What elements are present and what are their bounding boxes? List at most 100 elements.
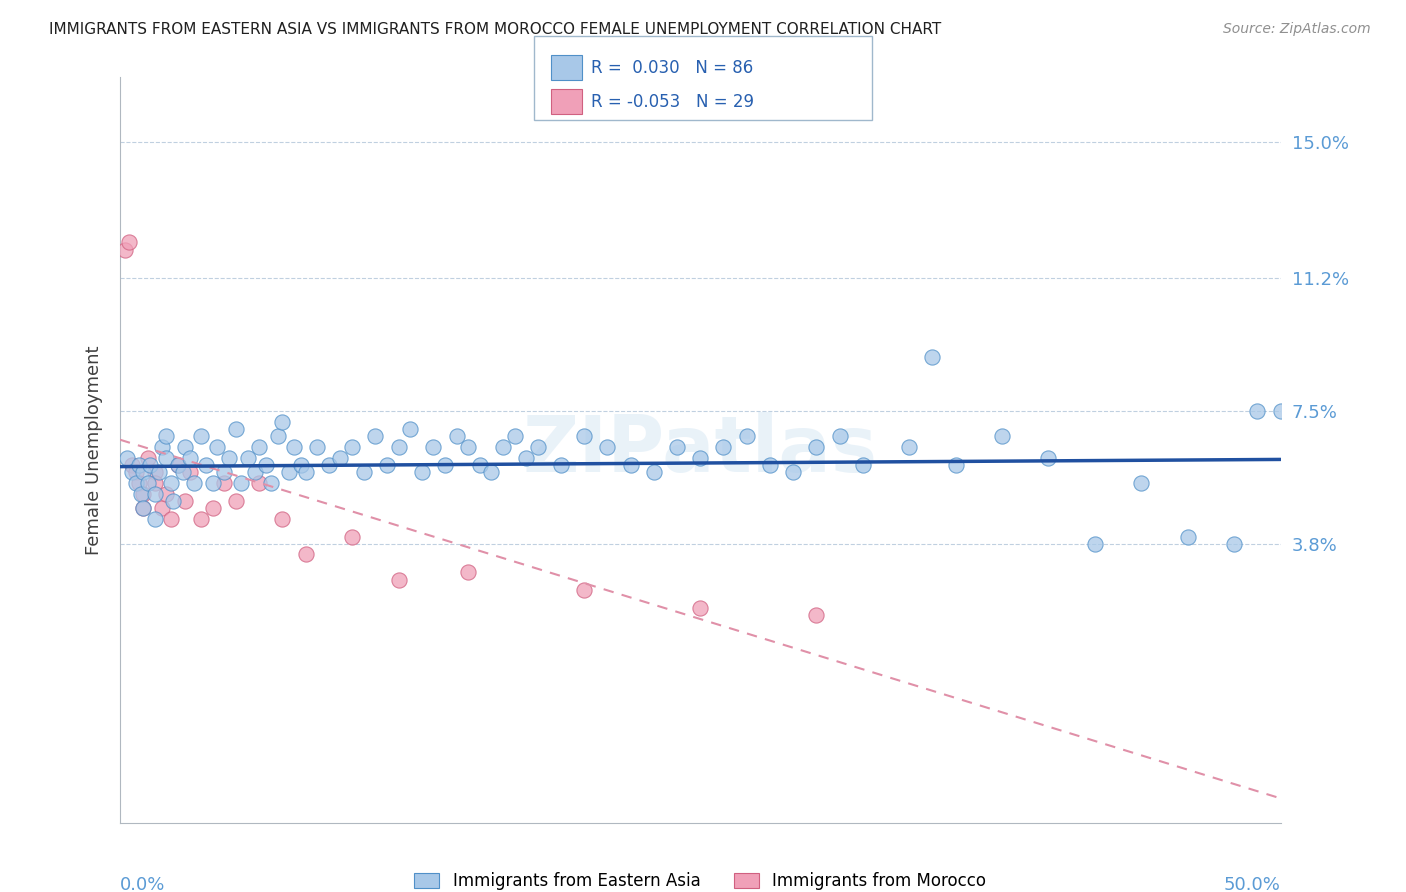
Point xyxy=(318,458,340,472)
Point xyxy=(260,475,283,490)
Point xyxy=(125,475,148,490)
Point xyxy=(143,465,166,479)
Point xyxy=(201,500,224,515)
Point xyxy=(550,458,572,472)
Point xyxy=(190,429,212,443)
Point xyxy=(1223,537,1246,551)
Point xyxy=(143,475,166,490)
Point xyxy=(121,465,143,479)
Point xyxy=(921,350,943,364)
Point xyxy=(468,458,491,472)
Point xyxy=(247,475,270,490)
Point xyxy=(596,440,619,454)
Point xyxy=(340,530,363,544)
Point xyxy=(353,465,375,479)
Point xyxy=(271,511,294,525)
Point xyxy=(143,511,166,525)
Point xyxy=(174,440,197,454)
Text: R = -0.053   N = 29: R = -0.053 N = 29 xyxy=(591,93,754,111)
Point xyxy=(129,486,152,500)
Point xyxy=(143,486,166,500)
Point xyxy=(422,440,444,454)
Point xyxy=(526,440,548,454)
Point xyxy=(898,440,921,454)
Point xyxy=(179,450,201,465)
Point xyxy=(207,440,229,454)
Y-axis label: Female Unemployment: Female Unemployment xyxy=(86,346,103,555)
Text: 50.0%: 50.0% xyxy=(1223,876,1281,892)
Point xyxy=(689,601,711,615)
Point xyxy=(132,500,155,515)
Point xyxy=(1038,450,1060,465)
Point xyxy=(167,458,190,472)
Point xyxy=(167,458,190,472)
Point xyxy=(446,429,468,443)
Point xyxy=(735,429,758,443)
Point xyxy=(643,465,665,479)
Point xyxy=(294,548,316,562)
Point xyxy=(290,458,312,472)
Point xyxy=(243,465,266,479)
Point xyxy=(225,422,247,436)
Point xyxy=(155,486,177,500)
Point xyxy=(375,458,398,472)
Point xyxy=(991,429,1014,443)
Point xyxy=(294,465,316,479)
Point xyxy=(150,500,173,515)
Point xyxy=(214,475,236,490)
Point xyxy=(132,500,155,515)
Point xyxy=(329,450,352,465)
Point xyxy=(115,450,138,465)
Text: R =  0.030   N = 86: R = 0.030 N = 86 xyxy=(591,59,752,77)
Point xyxy=(114,243,136,257)
Point xyxy=(479,465,502,479)
Legend: Immigrants from Eastern Asia, Immigrants from Morocco: Immigrants from Eastern Asia, Immigrants… xyxy=(415,871,986,889)
Point xyxy=(160,511,183,525)
Point xyxy=(574,583,596,598)
Point xyxy=(666,440,689,454)
Point xyxy=(620,458,643,472)
Point xyxy=(247,440,270,454)
Point xyxy=(782,465,804,479)
Point xyxy=(267,429,290,443)
Point xyxy=(387,573,409,587)
Point xyxy=(271,415,294,429)
Point xyxy=(307,440,329,454)
Point xyxy=(515,450,537,465)
Point xyxy=(225,493,247,508)
Point xyxy=(155,429,177,443)
Point xyxy=(162,493,184,508)
Point xyxy=(190,511,212,525)
Point xyxy=(1084,537,1107,551)
Point xyxy=(155,450,177,465)
Point xyxy=(172,465,194,479)
Point xyxy=(125,465,148,479)
Point xyxy=(254,458,277,472)
Point xyxy=(229,475,252,490)
Text: 0.0%: 0.0% xyxy=(120,876,166,892)
Point xyxy=(1130,475,1153,490)
Point xyxy=(457,566,479,580)
Point xyxy=(128,475,150,490)
Point xyxy=(806,440,828,454)
Text: IMMIGRANTS FROM EASTERN ASIA VS IMMIGRANTS FROM MOROCCO FEMALE UNEMPLOYMENT CORR: IMMIGRANTS FROM EASTERN ASIA VS IMMIGRAN… xyxy=(49,22,942,37)
Point xyxy=(364,429,387,443)
Point xyxy=(1177,530,1199,544)
Point xyxy=(132,465,155,479)
Point xyxy=(160,475,183,490)
Point xyxy=(503,429,526,443)
Point xyxy=(139,458,162,472)
Point xyxy=(236,450,259,465)
Point xyxy=(121,458,143,472)
Text: Source: ZipAtlas.com: Source: ZipAtlas.com xyxy=(1223,22,1371,37)
Point xyxy=(457,440,479,454)
Point xyxy=(128,458,150,472)
Point xyxy=(852,458,875,472)
Point xyxy=(1246,404,1268,418)
Point xyxy=(148,465,170,479)
Point xyxy=(174,493,197,508)
Text: ZIPatlas: ZIPatlas xyxy=(523,412,877,489)
Point xyxy=(806,608,828,623)
Point xyxy=(201,475,224,490)
Point xyxy=(218,450,240,465)
